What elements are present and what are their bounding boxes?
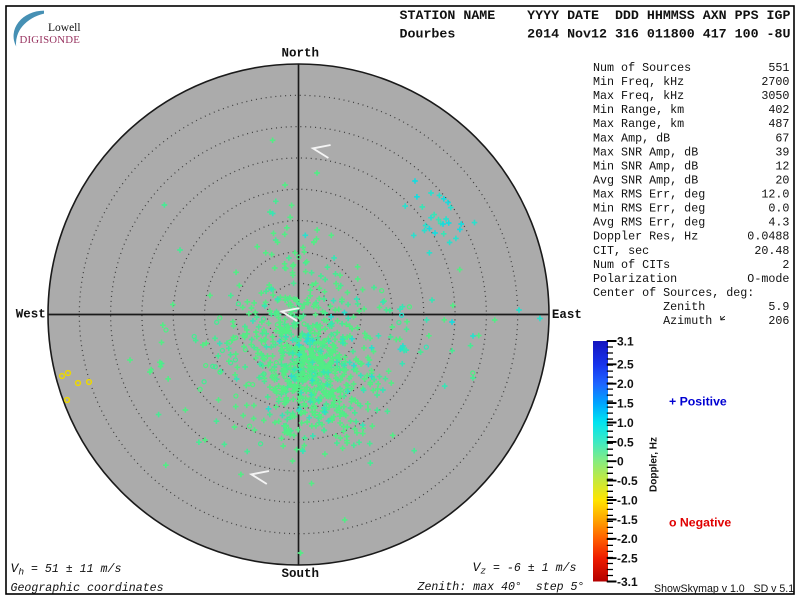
svg-text:Zenith: max 40° step 5°: Zenith: max 40° step 5°	[417, 581, 585, 594]
svg-text:Max RMS Err, deg 12.0: Max RMS Err, deg 12.0	[593, 188, 789, 202]
svg-text:Center of Sources, deg:: Center of Sources, deg:	[593, 286, 789, 300]
svg-text:1.5: 1.5	[617, 397, 634, 411]
svg-text:Avg RMS Err, deg 4.3: Avg RMS Err, deg 4.3	[593, 216, 789, 230]
svg-text:o Negative: o Negative	[669, 516, 731, 530]
svg-text:Max Amp, dB 67: Max Amp, dB 67	[593, 131, 789, 145]
svg-text:Max Freq, kHz 3050: Max Freq, kHz 3050	[593, 89, 789, 103]
svg-text:1.0: 1.0	[617, 416, 634, 430]
svg-text:3.1: 3.1	[617, 334, 634, 348]
svg-text:2.5: 2.5	[617, 358, 634, 372]
svg-text:North: North	[282, 47, 320, 61]
svg-text:Avg SNR Amp, dB 20: Avg SNR Amp, dB 20	[593, 174, 789, 188]
svg-text:Lowell: Lowell	[48, 22, 81, 34]
svg-text:East: East	[552, 308, 582, 322]
svg-text:Max Range, km 487: Max Range, km 487	[593, 117, 789, 131]
svg-text:-3.1: -3.1	[617, 575, 638, 589]
svg-text:ShowSkymap v 1.0 SD v 5.1: ShowSkymap v 1.0 SD v 5.1	[654, 583, 794, 595]
svg-text:Min RMS Err, deg 0.0: Min RMS Err, deg 0.0	[593, 202, 789, 216]
svg-text:Min Freq, kHz 2700: Min Freq, kHz 2700	[593, 75, 789, 89]
svg-text:Vz = -6 ± 1 m/s: Vz = -6 ± 1 m/s	[473, 560, 577, 577]
svg-text:Zenith 5.9: Zenith 5.9	[593, 300, 789, 314]
svg-text:Azimuth 206: Azimuth 206	[593, 314, 789, 328]
svg-text:-2.0: -2.0	[617, 532, 638, 546]
svg-text:South: South	[282, 567, 320, 581]
svg-text:2.0: 2.0	[617, 377, 634, 391]
svg-text:+ Positive: + Positive	[669, 395, 727, 409]
svg-text:-0.5: -0.5	[617, 474, 638, 488]
svg-text:Polarization O-mode: Polarization O-mode	[593, 272, 789, 286]
svg-text:Num of Sources 551: Num of Sources 551	[593, 61, 789, 75]
svg-text:Dourbes 2014 Nov12 316: Dourbes 2014 Nov12 316 011800 417 100 -8…	[400, 26, 791, 41]
svg-text:Min Range, km 402: Min Range, km 402	[593, 103, 789, 117]
svg-text:0: 0	[617, 455, 624, 469]
svg-text:CIT, sec 20.48: CIT, sec 20.48	[593, 244, 789, 258]
svg-text:Geographic coordinates: Geographic coordinates	[11, 582, 164, 595]
svg-text:Max SNR Amp, dB 39: Max SNR Amp, dB 39	[593, 145, 789, 159]
svg-text:Num of CITs 2: Num of CITs 2	[593, 258, 789, 272]
svg-text:Vh = 51 ± 11 m/s: Vh = 51 ± 11 m/s	[11, 561, 122, 578]
svg-text:0.5: 0.5	[617, 435, 634, 449]
svg-text:Doppler Res, Hz 0.0488: Doppler Res, Hz 0.0488	[593, 230, 789, 244]
svg-text:-1.5: -1.5	[617, 513, 638, 527]
svg-text:Doppler, Hz: Doppler, Hz	[649, 437, 660, 492]
svg-text:-1.0: -1.0	[617, 493, 638, 507]
svg-text:STATION NAME YYYY DATE DDD: STATION NAME YYYY DATE DDD HHMMSS AXN PP…	[400, 8, 791, 23]
svg-text:DIGISONDE: DIGISONDE	[20, 34, 81, 46]
svg-text:West: West	[16, 308, 46, 322]
svg-text:Min SNR Amp, dB 12: Min SNR Amp, dB 12	[593, 159, 789, 173]
svg-text:-2.5: -2.5	[617, 552, 638, 566]
